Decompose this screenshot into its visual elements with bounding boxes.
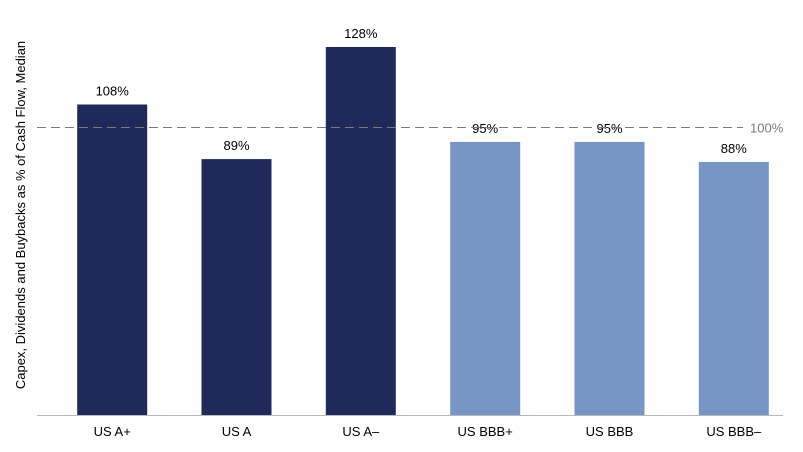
bar-3 bbox=[450, 141, 521, 415]
x-tick-labels-group: US A+ US A US A– US BBB+ US BBB US BBB– bbox=[94, 424, 762, 439]
x-tick-label-3: US BBB+ bbox=[458, 424, 513, 439]
data-label-4: 95% bbox=[596, 121, 622, 136]
data-label-0: 108% bbox=[96, 84, 130, 99]
x-tick-label-4: US BBB bbox=[586, 424, 634, 439]
data-label-3: 95% bbox=[472, 121, 498, 136]
y-axis-label: Capex, Dividends and Buybacks as % of Ca… bbox=[13, 41, 28, 389]
data-label-1: 89% bbox=[223, 138, 249, 153]
reference-line-label: 100% bbox=[750, 121, 784, 136]
data-label-5: 88% bbox=[721, 141, 747, 156]
bar-2 bbox=[325, 47, 396, 415]
x-tick-label-2: US A– bbox=[342, 424, 380, 439]
x-tick-label-1: US A bbox=[222, 424, 252, 439]
x-tick-label-0: US A+ bbox=[94, 424, 131, 439]
data-labels-group: 108% 89% 128% 95% 95% 88% bbox=[96, 26, 748, 156]
bar-4 bbox=[574, 141, 645, 415]
bar-0 bbox=[77, 104, 148, 415]
bars-group bbox=[77, 47, 769, 415]
x-tick-label-5: US BBB– bbox=[706, 424, 762, 439]
bar-5 bbox=[698, 162, 769, 415]
bar-1 bbox=[201, 159, 272, 415]
data-label-2: 128% bbox=[344, 26, 378, 41]
